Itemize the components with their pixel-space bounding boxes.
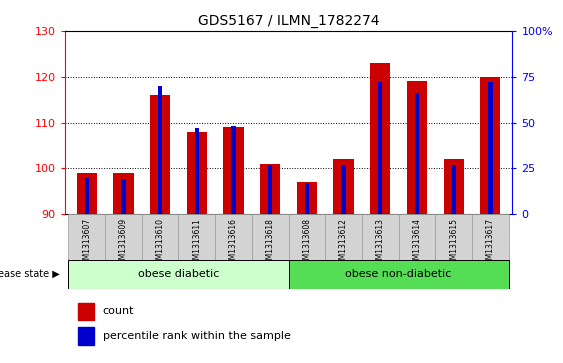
Bar (252, 214, 289, 260)
Bar (78, 303, 94, 320)
Bar (415, 93, 419, 214)
Bar (444, 159, 464, 214)
Bar (84, 178, 89, 214)
Bar (69, 260, 289, 289)
Bar (268, 165, 272, 214)
Text: GSM1313611: GSM1313611 (193, 218, 202, 269)
Bar (195, 128, 199, 214)
Bar (452, 165, 456, 214)
Bar (289, 260, 508, 289)
Text: GSM1313608: GSM1313608 (302, 218, 311, 269)
Text: GSM1313610: GSM1313610 (155, 218, 164, 269)
Text: GSM1313612: GSM1313612 (339, 218, 348, 269)
Title: GDS5167 / ILMN_1782274: GDS5167 / ILMN_1782274 (198, 15, 379, 28)
Bar (480, 77, 501, 214)
Text: GSM1313609: GSM1313609 (119, 218, 128, 269)
Bar (305, 183, 309, 214)
Bar (150, 95, 170, 214)
Bar (260, 164, 280, 214)
Text: obese diabetic: obese diabetic (138, 269, 219, 279)
Bar (378, 82, 382, 214)
Text: percentile rank within the sample: percentile rank within the sample (103, 331, 291, 341)
Text: disease state ▶: disease state ▶ (0, 269, 60, 279)
Text: obese non-diabetic: obese non-diabetic (346, 269, 452, 279)
Bar (407, 81, 427, 214)
Bar (142, 214, 178, 260)
Text: GSM1313613: GSM1313613 (376, 218, 385, 269)
Text: GSM1313615: GSM1313615 (449, 218, 458, 269)
Bar (178, 214, 215, 260)
Text: GSM1313618: GSM1313618 (266, 218, 275, 269)
Bar (362, 214, 399, 260)
Bar (297, 182, 317, 214)
Text: GSM1313617: GSM1313617 (486, 218, 495, 269)
Bar (472, 214, 508, 260)
Bar (78, 327, 94, 344)
Bar (77, 173, 97, 214)
Bar (231, 126, 236, 214)
Bar (158, 86, 162, 214)
Text: GSM1313616: GSM1313616 (229, 218, 238, 269)
Text: count: count (103, 306, 135, 316)
Bar (341, 165, 346, 214)
Bar (121, 179, 126, 214)
Bar (113, 173, 133, 214)
Bar (105, 214, 142, 260)
Bar (399, 214, 435, 260)
Bar (435, 214, 472, 260)
Bar (69, 214, 105, 260)
Bar (333, 159, 354, 214)
Bar (488, 82, 493, 214)
Bar (325, 214, 362, 260)
Bar (224, 127, 244, 214)
Bar (370, 63, 390, 214)
Text: GSM1313607: GSM1313607 (82, 218, 91, 269)
Bar (215, 214, 252, 260)
Bar (289, 214, 325, 260)
Text: GSM1313614: GSM1313614 (413, 218, 422, 269)
Bar (187, 132, 207, 214)
